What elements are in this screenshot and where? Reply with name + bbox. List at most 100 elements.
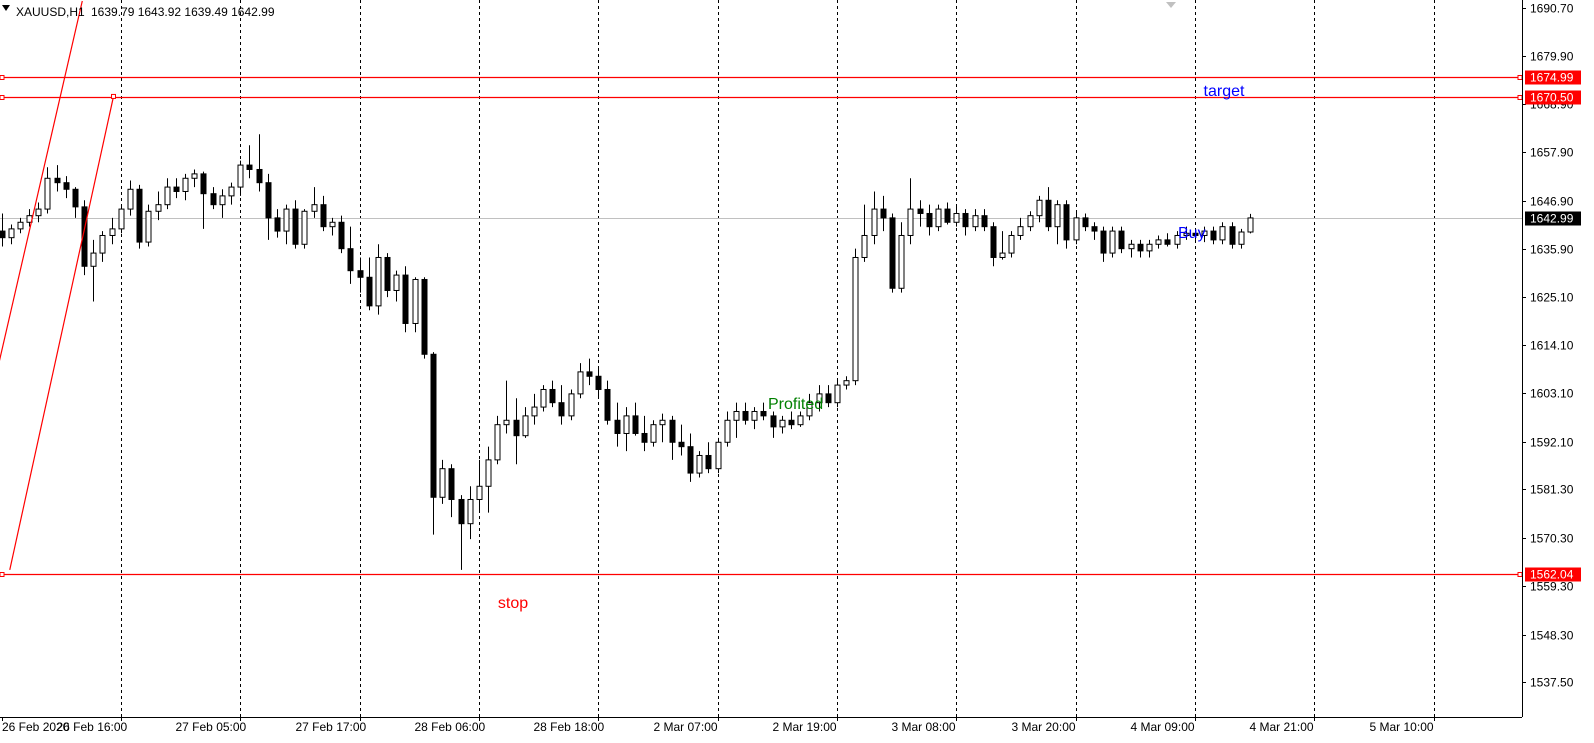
candle <box>898 222 905 293</box>
candle <box>678 424 685 456</box>
level-price-tag-label: 1562.04 <box>1530 568 1574 582</box>
candle <box>191 169 198 188</box>
candle-body <box>1229 226 1236 245</box>
candle-body <box>779 419 786 428</box>
candle <box>972 209 979 232</box>
candle-body <box>861 234 868 258</box>
candle-body <box>806 402 813 417</box>
candle-body <box>1128 243 1135 250</box>
candle-body <box>54 177 61 184</box>
candle <box>292 200 299 249</box>
candle-body <box>421 278 428 355</box>
time-tick-label: 27 Feb 17:00 <box>296 720 367 734</box>
candle <box>476 459 483 513</box>
candle <box>614 402 621 447</box>
candle-body <box>1100 230 1107 254</box>
candle-body <box>696 454 703 474</box>
candle <box>301 209 308 249</box>
candle-body <box>173 186 180 192</box>
candle <box>1229 222 1236 249</box>
candle <box>1238 228 1245 249</box>
candle <box>54 165 61 192</box>
candle-body <box>962 212 969 228</box>
candle <box>1146 239 1153 258</box>
price-scale[interactable]: 1690.701679.901668.901657.901646.901635.… <box>1522 2 1574 690</box>
candle-body <box>72 188 79 208</box>
candle-body <box>99 234 106 254</box>
candle-body <box>797 415 804 426</box>
candle-body <box>402 274 409 324</box>
candle <box>90 239 97 302</box>
candle <box>770 411 777 438</box>
candle <box>816 385 823 412</box>
candle-body <box>375 256 382 307</box>
candle-body <box>999 252 1006 258</box>
candle <box>164 178 171 210</box>
candle-body <box>944 208 951 223</box>
candle <box>962 209 969 236</box>
candle-body <box>1155 239 1162 245</box>
candle <box>421 277 428 359</box>
candle <box>806 393 813 421</box>
candle-body <box>63 182 70 190</box>
candle-body <box>338 221 345 250</box>
chart-header: XAUUSD,H1 1639.79 1643.92 1639.49 1642.9… <box>2 5 275 19</box>
chart-shift-marker-icon[interactable] <box>1166 2 1176 8</box>
time-tick-label: 4 Mar 09:00 <box>1131 720 1195 734</box>
axes <box>0 0 1523 718</box>
candle <box>953 204 960 227</box>
candle-body <box>1091 226 1098 232</box>
level-price-tag-label: 1670.50 <box>1530 91 1574 105</box>
candle <box>724 411 731 447</box>
candle <box>577 363 584 399</box>
candle-body <box>467 498 474 525</box>
candle-body <box>522 415 529 437</box>
candle <box>935 204 942 232</box>
price-tick-label: 1646.90 <box>1530 195 1574 209</box>
level-anchor-left <box>0 572 5 577</box>
candle-body <box>1073 217 1080 241</box>
candle <box>311 187 318 218</box>
candle-body <box>889 217 896 289</box>
candle <box>1192 228 1199 240</box>
candle-body <box>871 208 878 236</box>
candle-body <box>669 419 676 443</box>
trend-channel[interactable] <box>0 0 116 571</box>
symbol-dropdown-icon[interactable] <box>2 5 10 11</box>
candle <box>393 270 400 302</box>
candle-body <box>540 388 547 408</box>
candle <box>375 244 382 315</box>
candle-body <box>155 204 162 212</box>
candle-body <box>292 208 299 245</box>
candle-body <box>568 393 575 417</box>
candle <box>751 407 758 430</box>
candle-body <box>531 406 538 417</box>
candle <box>99 231 106 262</box>
candle-body <box>1109 230 1116 254</box>
candle-body <box>311 204 318 212</box>
candle-body <box>687 446 694 474</box>
price-tick-label: 1559.30 <box>1530 580 1574 594</box>
candle <box>825 385 832 408</box>
candle-body <box>81 206 88 267</box>
candle <box>329 217 336 236</box>
candle-body <box>1219 226 1226 241</box>
candle-body <box>843 380 850 386</box>
candle <box>63 176 70 199</box>
candle <box>669 415 676 460</box>
candle-body <box>650 424 657 443</box>
candle <box>513 398 520 465</box>
horizontal-levels[interactable] <box>0 75 1523 577</box>
candle-body <box>917 208 924 214</box>
candle <box>458 495 465 570</box>
candle-body <box>17 221 24 230</box>
price-tick-label: 1570.30 <box>1530 532 1574 546</box>
candle <box>485 446 492 513</box>
candle <box>219 189 226 218</box>
candle <box>256 134 263 192</box>
candle-body <box>145 210 152 243</box>
